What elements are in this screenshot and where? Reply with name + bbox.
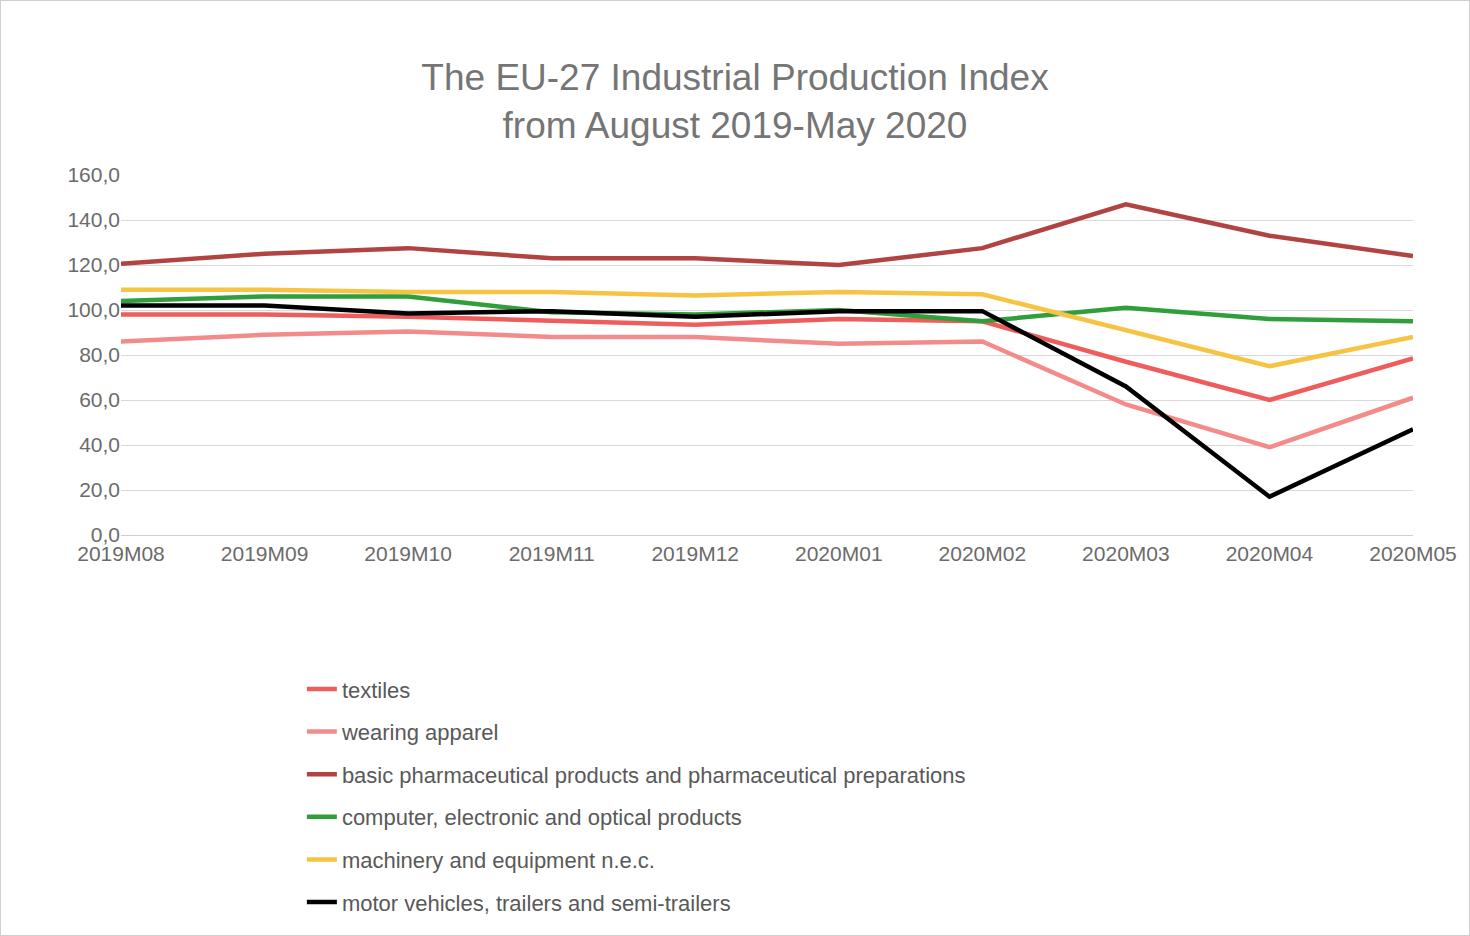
svg-text:40,0: 40,0: [79, 433, 120, 456]
svg-text:2020M02: 2020M02: [939, 542, 1027, 565]
svg-text:motor vehicles, trailers and s: motor vehicles, trailers and semi-traile…: [342, 891, 731, 916]
svg-text:2019M12: 2019M12: [651, 542, 739, 565]
svg-text:wearing apparel: wearing apparel: [341, 720, 499, 745]
svg-text:2020M03: 2020M03: [1082, 542, 1170, 565]
svg-text:machinery and equipment n.e.c.: machinery and equipment n.e.c.: [342, 848, 655, 873]
svg-text:80,0: 80,0: [79, 343, 120, 366]
svg-text:60,0: 60,0: [79, 388, 120, 411]
svg-text:2020M05: 2020M05: [1369, 542, 1457, 565]
svg-text:2019M10: 2019M10: [364, 542, 452, 565]
svg-text:120,0: 120,0: [67, 253, 120, 276]
svg-text:textiles: textiles: [342, 678, 410, 703]
svg-text:2019M11: 2019M11: [509, 542, 595, 565]
svg-text:140,0: 140,0: [67, 208, 120, 231]
svg-text:basic pharmaceutical products: basic pharmaceutical products and pharma…: [342, 763, 966, 788]
svg-text:2019M09: 2019M09: [221, 542, 309, 565]
svg-text:20,0: 20,0: [79, 478, 120, 501]
svg-text:2020M01: 2020M01: [795, 542, 883, 565]
svg-text:2019M08: 2019M08: [77, 542, 165, 565]
svg-text:100,0: 100,0: [67, 298, 120, 321]
svg-text:The EU-27 Industrial Productio: The EU-27 Industrial Production Indexfro…: [421, 57, 1049, 146]
svg-text:computer, electronic and optic: computer, electronic and optical product…: [342, 805, 742, 830]
svg-text:2020M04: 2020M04: [1226, 542, 1314, 565]
svg-text:160,0: 160,0: [67, 163, 120, 186]
svg-text:0,0: 0,0: [91, 523, 120, 546]
